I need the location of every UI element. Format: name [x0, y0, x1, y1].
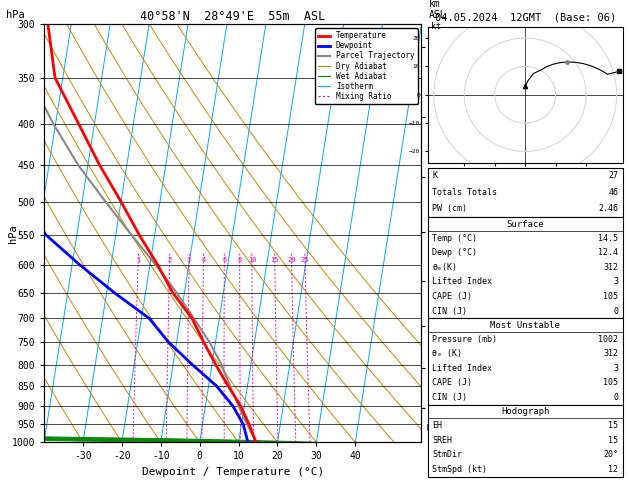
Text: 4: 4	[201, 257, 206, 263]
Text: 105: 105	[603, 379, 618, 387]
Text: kt: kt	[431, 22, 441, 32]
Text: 04.05.2024  12GMT  (Base: 06): 04.05.2024 12GMT (Base: 06)	[435, 12, 616, 22]
Text: Lifted Index: Lifted Index	[432, 278, 492, 286]
Text: km
ASL: km ASL	[429, 0, 447, 20]
Text: CIN (J): CIN (J)	[432, 393, 467, 402]
Text: 12.4: 12.4	[598, 248, 618, 257]
Text: 20: 20	[287, 257, 296, 263]
Text: 0: 0	[613, 307, 618, 315]
Y-axis label: hPa: hPa	[8, 224, 18, 243]
Text: CAPE (J): CAPE (J)	[432, 292, 472, 301]
X-axis label: Dewpoint / Temperature (°C): Dewpoint / Temperature (°C)	[142, 467, 324, 477]
Text: 1002: 1002	[598, 335, 618, 344]
Text: Lifted Index: Lifted Index	[432, 364, 492, 373]
Text: 15: 15	[608, 421, 618, 430]
Text: θₑ (K): θₑ (K)	[432, 349, 462, 358]
Text: 3: 3	[613, 364, 618, 373]
Text: 2: 2	[167, 257, 172, 263]
Text: K: K	[432, 172, 437, 180]
Text: 0: 0	[613, 393, 618, 402]
Text: 3: 3	[613, 278, 618, 286]
Text: 312: 312	[603, 263, 618, 272]
Text: LCL: LCL	[421, 424, 443, 434]
Text: StmDir: StmDir	[432, 451, 462, 459]
Text: θₑ(K): θₑ(K)	[432, 263, 457, 272]
Text: 46: 46	[608, 188, 618, 197]
Text: 8: 8	[238, 257, 242, 263]
Text: 3: 3	[187, 257, 191, 263]
Text: SREH: SREH	[432, 436, 452, 445]
Text: StmSpd (kt): StmSpd (kt)	[432, 465, 487, 474]
Text: 15: 15	[608, 436, 618, 445]
Text: 14.5: 14.5	[598, 234, 618, 243]
Text: 6: 6	[222, 257, 226, 263]
Text: 105: 105	[603, 292, 618, 301]
Legend: Temperature, Dewpoint, Parcel Trajectory, Dry Adiabat, Wet Adiabat, Isotherm, Mi: Temperature, Dewpoint, Parcel Trajectory…	[315, 28, 418, 104]
Text: 312: 312	[603, 349, 618, 358]
Text: 2.46: 2.46	[598, 205, 618, 213]
Text: Most Unstable: Most Unstable	[490, 321, 560, 330]
Text: 25: 25	[301, 257, 309, 263]
Text: 20°: 20°	[603, 451, 618, 459]
Text: Dewp (°C): Dewp (°C)	[432, 248, 477, 257]
Text: Pressure (mb): Pressure (mb)	[432, 335, 497, 344]
Text: Totals Totals: Totals Totals	[432, 188, 497, 197]
Text: Temp (°C): Temp (°C)	[432, 234, 477, 243]
Text: 27: 27	[608, 172, 618, 180]
Text: © weatheronline.co.uk: © weatheronline.co.uk	[477, 470, 574, 480]
Y-axis label: Mixing Ratio (g/kg): Mixing Ratio (g/kg)	[450, 182, 459, 284]
Text: Hodograph: Hodograph	[501, 407, 549, 416]
Text: PW (cm): PW (cm)	[432, 205, 467, 213]
Text: 10: 10	[248, 257, 256, 263]
Text: CAPE (J): CAPE (J)	[432, 379, 472, 387]
Title: 40°58'N  28°49'E  55m  ASL: 40°58'N 28°49'E 55m ASL	[140, 10, 325, 23]
Text: hPa: hPa	[6, 10, 25, 20]
Text: EH: EH	[432, 421, 442, 430]
Text: Surface: Surface	[506, 220, 544, 228]
Text: 15: 15	[270, 257, 279, 263]
Text: CIN (J): CIN (J)	[432, 307, 467, 315]
Text: 12: 12	[608, 465, 618, 474]
Text: 1: 1	[136, 257, 140, 263]
